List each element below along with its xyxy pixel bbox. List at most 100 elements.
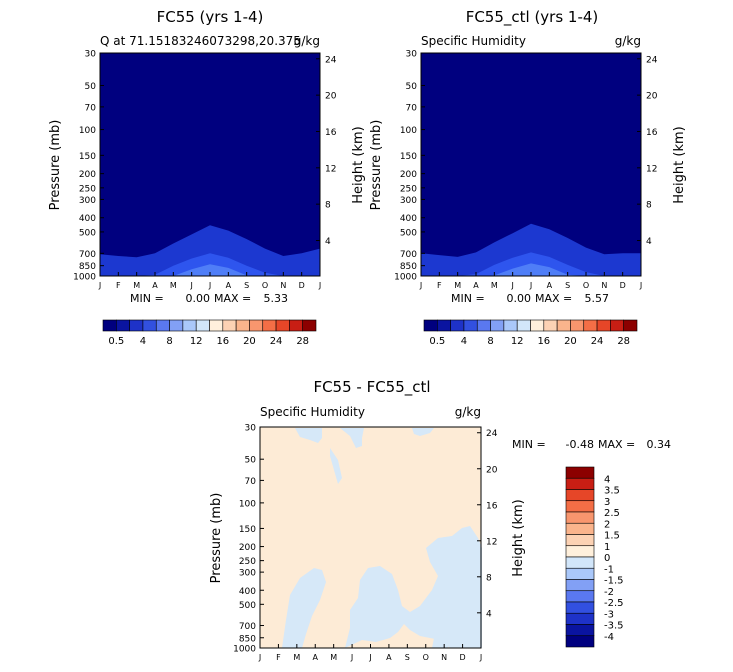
- y-tick-label-right: 20: [646, 92, 658, 102]
- min-label: MIN =: [512, 438, 546, 451]
- min-label: MIN =: [130, 292, 164, 305]
- y-tick-label: 850: [239, 634, 256, 644]
- x-tick-label: A: [226, 281, 232, 290]
- colorbar-swatch: [423, 319, 438, 332]
- y-tick-label: 1000: [394, 273, 417, 283]
- colorbar-swatch: [490, 319, 505, 332]
- panel-title: FC55_ctl (yrs 1-4): [466, 8, 599, 27]
- max-label: MAX =: [598, 438, 635, 451]
- colorbar-swatch: [209, 319, 224, 332]
- x-tick-label: N: [280, 281, 286, 290]
- colorbar-swatch: [570, 319, 585, 332]
- y-tick-label-right: 4: [325, 237, 331, 247]
- max-value: 5.57: [585, 292, 610, 305]
- negative-region: [282, 568, 326, 648]
- panel-subtitle-right: g/kg: [294, 34, 320, 48]
- y-tick-label: 300: [239, 569, 256, 579]
- colorbar-swatch: [437, 319, 451, 332]
- min-value: 0.00: [507, 292, 532, 305]
- colorbar-label: 4: [461, 336, 467, 347]
- panel-difference: FC55 - FC55_ctl Specific Humidity g/kg 3…: [209, 378, 671, 662]
- y-tick-label-right: 24: [325, 55, 337, 65]
- x-tick-label: A: [473, 281, 479, 290]
- x-tick-label: J: [419, 281, 422, 290]
- y-tick-label: 400: [239, 587, 256, 597]
- min-label: MIN =: [451, 292, 485, 305]
- y-tick-label-right: 24: [646, 55, 658, 65]
- colorbar-swatch: [543, 319, 558, 332]
- panel-title: FC55 - FC55_ctl: [313, 378, 430, 397]
- y-axis-label: Pressure (mb): [369, 120, 384, 211]
- colorbar-swatch: [450, 319, 465, 332]
- colorbar-swatch: [116, 319, 130, 332]
- max-value: 0.34: [647, 438, 672, 451]
- negative-region: [412, 428, 434, 436]
- y-tick-label-right: 16: [646, 128, 658, 138]
- y-tick-label-right: 20: [325, 92, 337, 102]
- colorbar-swatch: [556, 319, 571, 332]
- colorbar-label: 12: [511, 336, 524, 347]
- y-tick-label: 700: [79, 250, 96, 260]
- y-tick-label: 400: [79, 214, 96, 224]
- colorbar-label: -3.5: [604, 621, 624, 632]
- colorbar-label: -2.5: [604, 598, 624, 609]
- y-tick-label: 50: [245, 456, 257, 466]
- y-tick-label: 500: [79, 228, 96, 238]
- colorbar-label: -4: [604, 632, 614, 643]
- x-tick-label: M: [330, 653, 337, 662]
- min-value: 0.00: [186, 292, 211, 305]
- y-tick-label: 70: [406, 103, 418, 113]
- y-tick-label: 250: [79, 184, 96, 194]
- y-tick-label-right: 4: [646, 237, 652, 247]
- x-tick-label: J: [318, 281, 321, 290]
- x-tick-label: N: [441, 653, 447, 662]
- negative-region: [345, 526, 482, 648]
- colorbar-label: 0: [604, 553, 610, 564]
- x-tick-label: J: [189, 281, 192, 290]
- colorbar-swatch: [610, 319, 624, 332]
- colorbar-swatch: [565, 635, 595, 648]
- colorbar-label: 28: [296, 336, 309, 347]
- x-tick-label: M: [170, 281, 177, 290]
- x-tick-label: M: [491, 281, 498, 290]
- colorbar-swatch: [565, 522, 595, 535]
- y-tick-label: 30: [85, 50, 97, 60]
- colorbar-top-right: 0.5 4 8 12 16 20 24 28: [423, 319, 638, 347]
- colorbar-swatch: [289, 319, 303, 332]
- x-tick-label: J: [479, 653, 482, 662]
- x-tick-label: D: [620, 281, 626, 290]
- y-tick-label: 850: [400, 262, 417, 272]
- x-tick-label: J: [368, 653, 371, 662]
- panel-subtitle-left: Specific Humidity: [260, 405, 365, 419]
- y-tick-label: 200: [239, 543, 256, 553]
- colorbar-label: 24: [591, 336, 604, 347]
- colorbar-swatch: [195, 319, 210, 332]
- x-tick-label: J: [350, 653, 353, 662]
- colorbar-swatch: [565, 556, 595, 569]
- colorbar-label: 12: [190, 336, 203, 347]
- y-tick-label-right: 8: [486, 573, 492, 583]
- y-tick-label: 150: [239, 525, 256, 535]
- y-axis-label-right: Height (km): [672, 126, 687, 203]
- colorbar-swatch: [565, 534, 595, 547]
- y-tick-label-right: 20: [486, 465, 498, 475]
- colorbar-label: 24: [270, 336, 283, 347]
- y-tick-label: 150: [400, 152, 417, 162]
- y-axis-label-right: Height (km): [351, 126, 366, 203]
- max-label: MAX =: [214, 292, 251, 305]
- colorbar-label: 16: [216, 336, 229, 347]
- y-tick-label-right: 4: [486, 609, 492, 619]
- y-axis-label: Pressure (mb): [209, 493, 224, 584]
- colorbar-swatch: [565, 579, 595, 592]
- x-tick-label: A: [386, 653, 392, 662]
- contour-fill-0.5: [421, 223, 641, 276]
- colorbar-swatch: [565, 567, 595, 580]
- y-tick-label-right: 12: [325, 164, 336, 174]
- colorbar-swatch: [155, 319, 170, 332]
- x-tick-label: S: [244, 281, 249, 290]
- colorbar-swatch: [596, 319, 611, 332]
- colorbar-label: -3: [604, 609, 614, 620]
- y-axis-label-right: Height (km): [511, 499, 526, 576]
- panel-fc55-ctl: FC55_ctl (yrs 1-4) Specific Humidity g/k…: [369, 8, 687, 305]
- colorbar-swatch: [222, 319, 237, 332]
